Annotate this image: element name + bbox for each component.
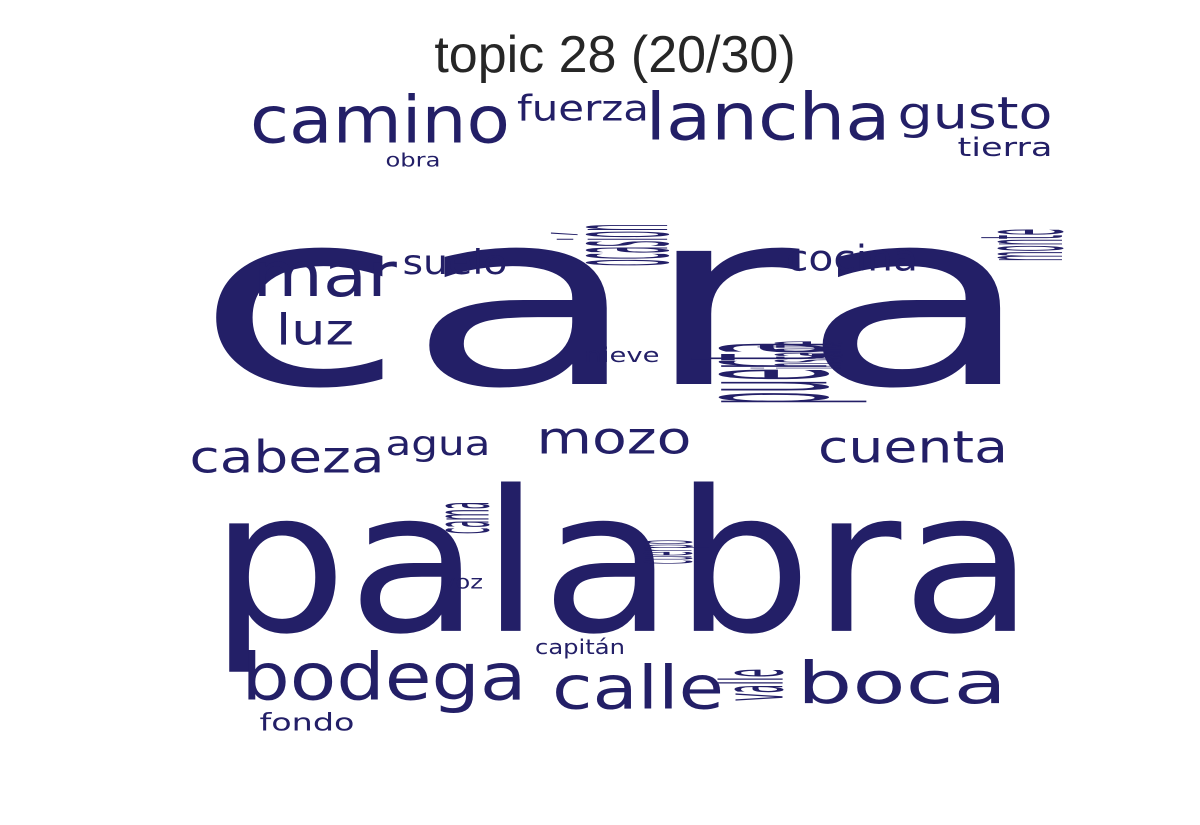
word-20: agua bbox=[386, 424, 491, 464]
word-3: puerta bbox=[649, 342, 873, 404]
word-7: mar bbox=[253, 239, 398, 311]
word-4: ocasión bbox=[533, 224, 702, 266]
word-8: bodega bbox=[242, 639, 527, 715]
word-11: cabeza bbox=[190, 431, 385, 483]
figure-title: topic 28 (20/30) bbox=[434, 26, 795, 84]
word-12: mozo bbox=[537, 413, 692, 464]
word-10: boca bbox=[797, 650, 1007, 717]
word-5: lancha bbox=[646, 80, 891, 156]
word-22: cama bbox=[417, 502, 506, 534]
word-15: fuerza bbox=[517, 88, 649, 129]
word-19: luz bbox=[276, 305, 354, 355]
word-26: obra bbox=[386, 150, 441, 172]
word-27: nieve bbox=[585, 343, 660, 367]
word-24: valle bbox=[704, 669, 803, 701]
word-29: capitán bbox=[535, 636, 625, 660]
word-18: suelo bbox=[403, 242, 508, 282]
word-13: cuenta bbox=[818, 421, 1008, 473]
word-16: monte bbox=[956, 229, 1090, 261]
word-28: voz bbox=[441, 572, 483, 594]
word-6: camino bbox=[250, 83, 510, 158]
word-17: cocina bbox=[786, 238, 918, 280]
word-23: cuerpo bbox=[614, 540, 713, 564]
word-21: instante bbox=[730, 341, 870, 369]
word-9: calle bbox=[552, 653, 724, 723]
word-14: gusto bbox=[898, 87, 1053, 139]
word-25: tierra bbox=[958, 133, 1053, 163]
word-30: fondo bbox=[260, 708, 355, 736]
word-2: palabra bbox=[209, 449, 1034, 678]
word-1: cara bbox=[195, 158, 1035, 442]
